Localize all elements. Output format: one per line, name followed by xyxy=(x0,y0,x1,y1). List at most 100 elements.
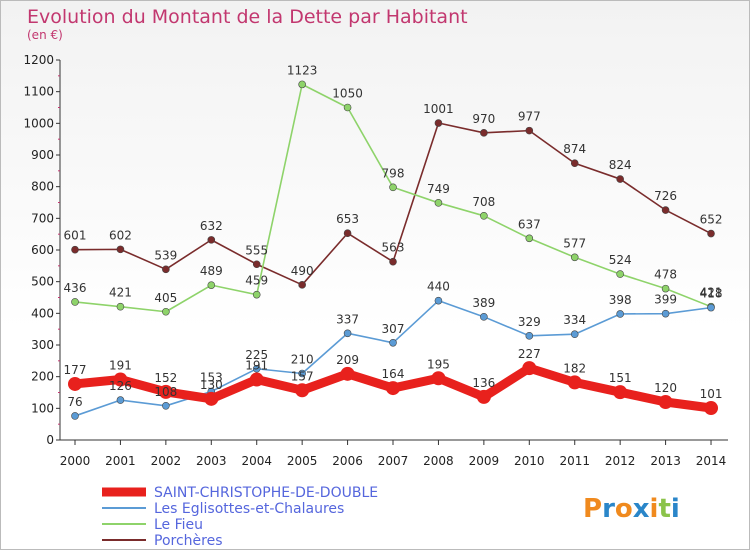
series-point-2 xyxy=(389,183,397,192)
series-point-1 xyxy=(480,313,488,321)
data-label: 398 xyxy=(609,293,632,307)
logo-letter: i xyxy=(671,494,680,524)
series-point-0 xyxy=(340,366,355,381)
series-point-3 xyxy=(207,236,216,244)
data-label: 1050 xyxy=(332,87,363,101)
x-tick-label: 2001 xyxy=(105,454,136,468)
series-point-3 xyxy=(71,245,79,254)
series-point-2 xyxy=(252,290,261,299)
data-label: 334 xyxy=(563,313,586,327)
series-point-3 xyxy=(298,281,306,289)
x-tick-label: 2002 xyxy=(151,454,182,468)
series-point-0 xyxy=(476,389,491,404)
series-point-0 xyxy=(704,401,719,416)
data-label: 637 xyxy=(518,217,541,231)
series-point-1 xyxy=(389,338,397,347)
x-tick-label: 2009 xyxy=(469,454,500,468)
series-point-3 xyxy=(252,260,261,269)
series-point-0 xyxy=(567,375,582,390)
series-point-1 xyxy=(298,369,306,378)
series-point-0 xyxy=(386,381,401,396)
data-label: 563 xyxy=(382,241,405,255)
data-label: 151 xyxy=(609,371,632,385)
data-label: 153 xyxy=(200,371,223,385)
x-tick-label: 2014 xyxy=(696,454,727,468)
data-label: 459 xyxy=(245,274,268,288)
data-label: 749 xyxy=(427,182,450,196)
chart-subtitle: (en €) xyxy=(27,28,63,42)
series-point-2 xyxy=(343,103,352,112)
data-label: 152 xyxy=(154,371,177,385)
data-label: 76 xyxy=(67,395,82,409)
data-label: 874 xyxy=(563,142,586,156)
legend-label: Porchères xyxy=(154,533,223,549)
data-label: 191 xyxy=(245,359,268,373)
x-tick-label: 2011 xyxy=(559,454,590,468)
logo-letter: o xyxy=(615,494,633,524)
series-point-3 xyxy=(434,119,443,127)
data-label: 977 xyxy=(518,110,541,124)
data-label: 225 xyxy=(245,348,268,362)
series-point-3 xyxy=(570,159,579,168)
series-point-1 xyxy=(616,310,624,318)
series-point-0 xyxy=(113,372,128,387)
series-point-2 xyxy=(525,234,534,243)
series-point-1 xyxy=(162,401,170,410)
data-label: 209 xyxy=(336,353,359,367)
data-label: 726 xyxy=(654,189,677,203)
data-label: 577 xyxy=(563,236,586,250)
data-label: 157 xyxy=(291,369,314,383)
series-point-3 xyxy=(480,129,488,137)
data-label: 489 xyxy=(200,264,223,278)
series-line-2 xyxy=(74,83,712,313)
series-point-2 xyxy=(116,302,125,311)
y-tick-label: 600 xyxy=(31,243,54,257)
data-label: 101 xyxy=(700,387,723,401)
legend-label: Les Eglisottes-et-Chalaures xyxy=(154,501,344,517)
data-labels: 601 602 539 632 555 490 653 563 1001 970 977 874 824… xyxy=(64,63,723,409)
data-label: 177 xyxy=(64,363,87,377)
chart-title: Evolution du Montant de la Dette par Hab… xyxy=(27,6,468,28)
axes: 0 100 200 300 400 500 600 700 800 900 1000 1100 1200… xyxy=(23,53,728,468)
series-point-0 xyxy=(522,361,537,376)
y-tick-label: 800 xyxy=(31,180,54,194)
series-point-1 xyxy=(252,364,261,373)
data-label: 555 xyxy=(245,243,268,257)
series-point-0 xyxy=(295,383,310,398)
data-label: 337 xyxy=(336,312,359,326)
y-tick-label: 1100 xyxy=(23,85,54,99)
data-label: 329 xyxy=(518,315,541,329)
data-label: 405 xyxy=(154,291,177,305)
logo-letter: i xyxy=(650,494,659,524)
series-point-1 xyxy=(116,396,125,404)
series-point-0 xyxy=(613,385,628,400)
y-tick-label: 0 xyxy=(46,433,54,447)
data-label: 120 xyxy=(654,381,677,395)
series-point-1 xyxy=(707,303,715,312)
data-label: 524 xyxy=(609,253,632,267)
series-point-3 xyxy=(389,257,397,266)
y-tick-label: 900 xyxy=(31,148,54,162)
series-point-3 xyxy=(343,229,352,238)
data-label: 1123 xyxy=(287,63,318,77)
series-point-0 xyxy=(204,391,219,406)
y-tick-label: 1000 xyxy=(23,116,54,130)
series-group xyxy=(68,80,719,420)
data-label: 653 xyxy=(336,212,359,226)
logo-letter: x xyxy=(633,494,650,524)
data-label: 539 xyxy=(154,248,177,262)
x-tick-label: 2005 xyxy=(287,454,318,468)
series-point-0 xyxy=(158,384,173,399)
data-label: 389 xyxy=(472,296,495,310)
data-label: 108 xyxy=(154,385,177,399)
series-point-2 xyxy=(480,212,488,220)
series-point-1 xyxy=(570,330,579,339)
y-tick-label: 500 xyxy=(31,275,54,289)
data-label: 440 xyxy=(427,280,450,294)
series-point-1 xyxy=(434,296,443,305)
x-tick-label: 2004 xyxy=(241,454,272,468)
legend-label: SAINT-CHRISTOPHE-DE-DOUBLE xyxy=(154,485,378,501)
series-point-3 xyxy=(707,229,715,238)
